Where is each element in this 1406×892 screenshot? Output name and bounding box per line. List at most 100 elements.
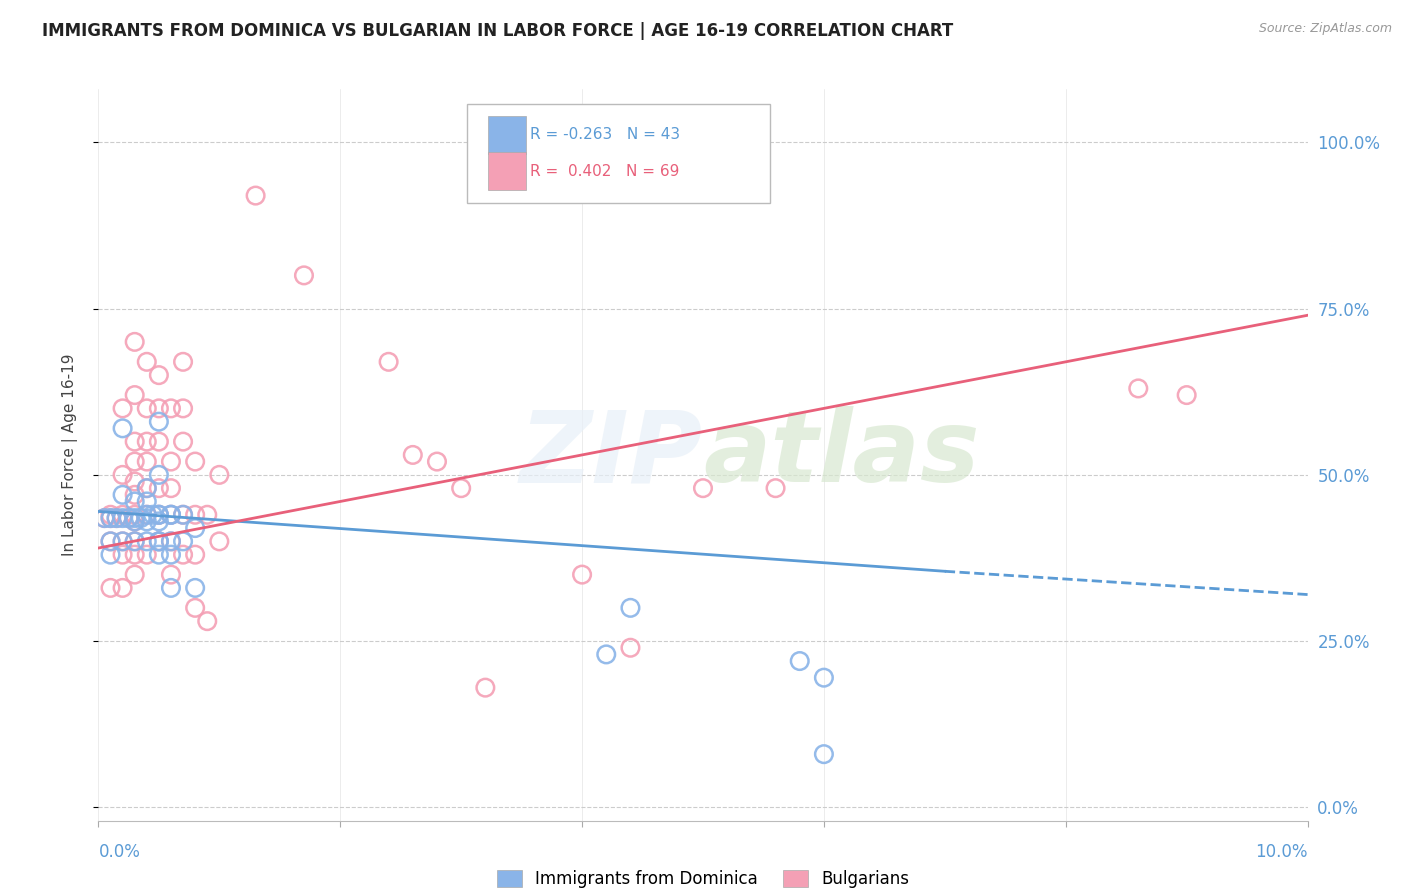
Point <box>111 534 134 549</box>
Point <box>111 488 134 502</box>
Point <box>402 448 425 462</box>
Point <box>100 534 122 549</box>
Point <box>172 508 194 522</box>
Point <box>148 508 170 522</box>
Text: R =  0.402   N = 69: R = 0.402 N = 69 <box>530 163 679 178</box>
Point <box>100 534 122 549</box>
Point <box>160 401 183 416</box>
Point <box>135 494 157 508</box>
Point <box>172 355 194 369</box>
Text: atlas: atlas <box>703 407 980 503</box>
Point <box>184 581 207 595</box>
Point <box>124 475 146 489</box>
Text: 10.0%: 10.0% <box>1256 843 1308 861</box>
Point <box>93 511 115 525</box>
Point <box>111 508 134 522</box>
Point <box>111 534 134 549</box>
Point <box>474 681 496 695</box>
Point <box>619 640 641 655</box>
Point <box>195 614 218 628</box>
Point <box>135 481 157 495</box>
Point <box>148 515 170 529</box>
Point <box>172 548 194 562</box>
Point <box>172 508 194 522</box>
Point <box>160 508 183 522</box>
Point <box>160 508 183 522</box>
Point <box>813 747 835 761</box>
Point <box>111 548 134 562</box>
Point <box>148 467 170 482</box>
FancyBboxPatch shape <box>488 153 526 190</box>
Point <box>426 454 449 468</box>
Point <box>160 481 183 495</box>
Point <box>148 508 170 522</box>
Point <box>105 511 128 525</box>
Point <box>135 454 157 468</box>
Point <box>135 481 157 495</box>
Point <box>105 511 128 525</box>
Point <box>135 401 157 416</box>
Point <box>142 508 165 522</box>
Point <box>124 515 146 529</box>
Point <box>160 548 183 562</box>
Point <box>160 454 183 468</box>
Point <box>124 334 146 349</box>
Point <box>184 548 207 562</box>
Point <box>1128 381 1150 395</box>
Point <box>100 548 122 562</box>
Point <box>93 511 115 525</box>
Point <box>124 488 146 502</box>
Point <box>619 600 641 615</box>
Point <box>571 567 593 582</box>
Point <box>124 534 146 549</box>
FancyBboxPatch shape <box>467 103 769 202</box>
Point <box>160 534 183 549</box>
Point <box>135 508 157 522</box>
Y-axis label: In Labor Force | Age 16-19: In Labor Force | Age 16-19 <box>62 353 77 557</box>
Point <box>100 508 122 522</box>
Point <box>160 567 183 582</box>
Text: Source: ZipAtlas.com: Source: ZipAtlas.com <box>1258 22 1392 36</box>
Point <box>160 508 183 522</box>
Point <box>148 401 170 416</box>
Point <box>124 534 146 549</box>
Point <box>172 401 194 416</box>
Point <box>111 421 134 435</box>
Point <box>148 481 170 495</box>
Point <box>100 511 122 525</box>
Point <box>135 515 157 529</box>
Point <box>292 268 315 283</box>
Point <box>148 415 170 429</box>
Point <box>100 511 122 525</box>
Point <box>184 508 207 522</box>
Point <box>148 548 170 562</box>
FancyBboxPatch shape <box>488 116 526 153</box>
Point <box>124 548 146 562</box>
Point <box>135 355 157 369</box>
Point <box>813 671 835 685</box>
Point <box>124 454 146 468</box>
Point <box>208 467 231 482</box>
Point <box>195 508 218 522</box>
Point <box>184 600 207 615</box>
Point <box>148 368 170 383</box>
Text: 0.0%: 0.0% <box>98 843 141 861</box>
Point <box>1175 388 1198 402</box>
Point <box>135 434 157 449</box>
Point <box>124 515 146 529</box>
Point <box>124 388 146 402</box>
Point <box>124 511 146 525</box>
Point <box>111 467 134 482</box>
Point <box>135 508 157 522</box>
Point <box>172 534 194 549</box>
Point <box>148 534 170 549</box>
Point <box>118 511 141 525</box>
Point <box>124 494 146 508</box>
Point <box>172 434 194 449</box>
Text: ZIP: ZIP <box>520 407 703 503</box>
Point <box>100 581 122 595</box>
Point <box>692 481 714 495</box>
Point <box>377 355 399 369</box>
Point <box>124 434 146 449</box>
Point <box>160 534 183 549</box>
